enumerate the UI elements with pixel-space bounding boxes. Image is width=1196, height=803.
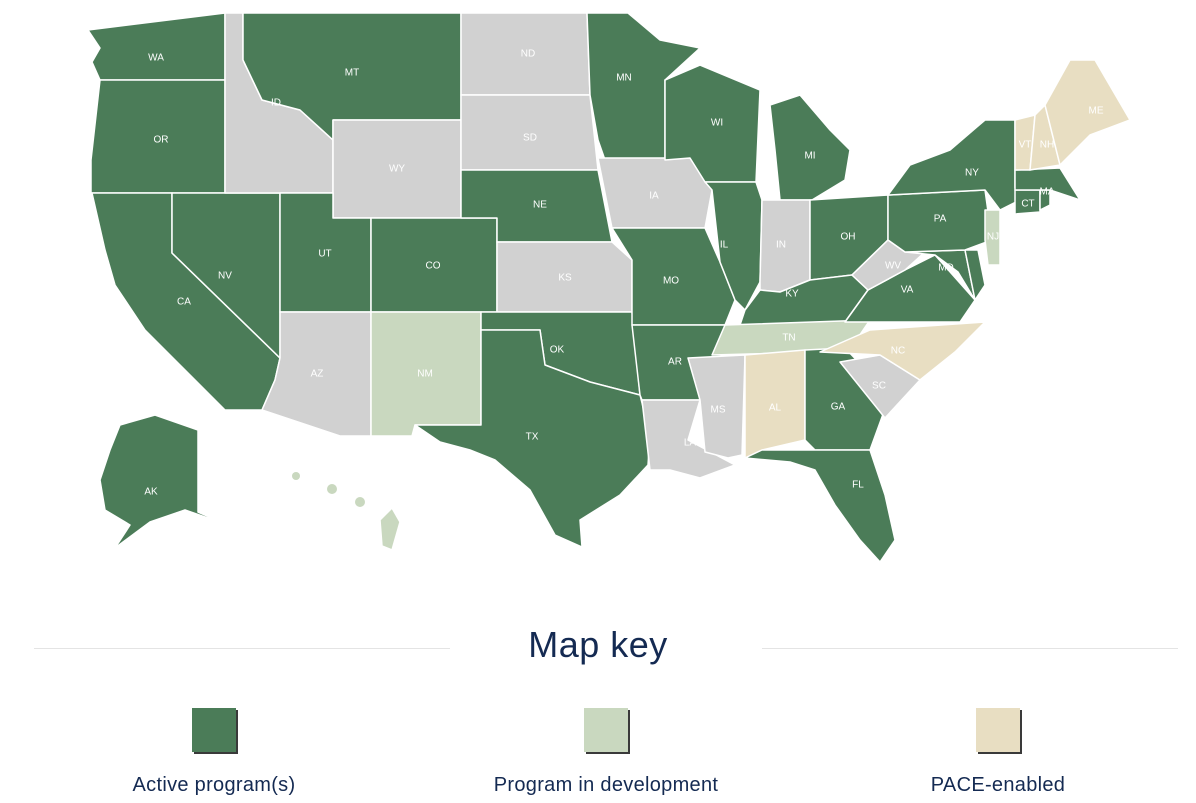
legend-label-development: Program in development bbox=[493, 774, 719, 796]
legend-item-active: Active program(s) bbox=[64, 708, 364, 797]
state-ia[interactable] bbox=[597, 157, 713, 229]
state-de[interactable] bbox=[964, 249, 986, 301]
state-co[interactable] bbox=[370, 217, 498, 313]
hawaii-island-1 bbox=[292, 472, 300, 480]
state-ks[interactable] bbox=[496, 241, 633, 313]
state-ct[interactable] bbox=[1014, 189, 1041, 215]
state-nj[interactable] bbox=[984, 209, 1001, 266]
legend-label-active: Active program(s) bbox=[132, 774, 296, 796]
state-ri[interactable] bbox=[1039, 189, 1051, 211]
states-layer bbox=[87, 12, 1131, 563]
legend-swatch-development bbox=[584, 708, 628, 752]
state-or[interactable] bbox=[90, 79, 226, 194]
state-me[interactable] bbox=[1044, 59, 1131, 166]
state-hi[interactable] bbox=[379, 507, 401, 551]
state-al[interactable] bbox=[744, 349, 806, 459]
state-nm[interactable] bbox=[370, 311, 482, 437]
state-fl[interactable] bbox=[744, 449, 896, 563]
state-nc[interactable] bbox=[819, 321, 986, 381]
state-mo[interactable] bbox=[611, 227, 736, 326]
state-ak[interactable] bbox=[99, 414, 229, 549]
legend-swatch-pace bbox=[976, 708, 1020, 752]
state-pa[interactable] bbox=[887, 189, 993, 253]
state-nd[interactable] bbox=[460, 12, 591, 96]
state-sd[interactable] bbox=[460, 94, 599, 171]
key-divider-left bbox=[34, 648, 450, 649]
state-wy[interactable] bbox=[332, 119, 462, 219]
legend-label-pace: PACE-enabled bbox=[930, 774, 1066, 796]
state-tx[interactable] bbox=[414, 329, 651, 548]
legend-swatch-active bbox=[192, 708, 236, 752]
key-divider-right bbox=[762, 648, 1178, 649]
hawaii-island-3 bbox=[355, 497, 365, 507]
state-la[interactable] bbox=[641, 399, 736, 479]
hawaii-island-2 bbox=[327, 484, 337, 494]
state-in[interactable] bbox=[759, 199, 811, 293]
legend-item-development: Program in development bbox=[456, 708, 756, 797]
state-wa[interactable] bbox=[87, 12, 226, 81]
map-key-title: Map key bbox=[528, 624, 668, 665]
legend-item-pace: PACE-enabled bbox=[848, 708, 1148, 797]
state-mi[interactable] bbox=[769, 94, 851, 201]
state-ma[interactable] bbox=[1014, 167, 1081, 201]
